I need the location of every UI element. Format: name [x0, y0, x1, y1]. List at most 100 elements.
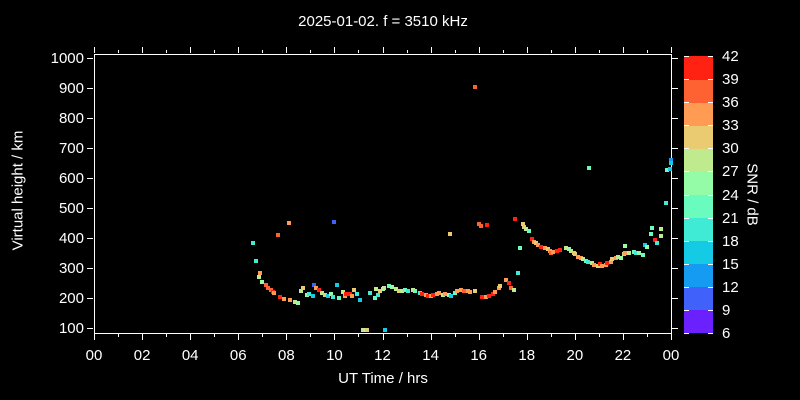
x-tick [454, 334, 456, 337]
colorbar-tick [708, 263, 713, 265]
x-tick [190, 47, 192, 53]
data-point [260, 279, 265, 284]
colorbar-tick-label: 36 [722, 94, 739, 112]
data-point [473, 84, 478, 89]
data-point [547, 248, 552, 253]
data-point [595, 263, 600, 268]
x-tick [598, 50, 600, 53]
data-point [465, 289, 470, 294]
data-point [286, 221, 291, 225]
data-point [542, 245, 547, 250]
data-point [572, 251, 577, 256]
y-tick [87, 88, 93, 89]
data-point [473, 289, 478, 294]
data-point [430, 293, 435, 297]
x-axis-label: UT Time / hrs [338, 370, 428, 387]
data-point [623, 251, 628, 255]
x-tick [238, 47, 240, 53]
data-point [527, 229, 532, 234]
data-point [412, 289, 417, 294]
x-tick [382, 334, 384, 340]
data-point [636, 251, 641, 255]
data-point [523, 227, 528, 231]
y-tick [87, 268, 93, 269]
colorbar-tick [708, 148, 713, 150]
data-point [382, 327, 387, 332]
data-point [268, 287, 273, 292]
data-point [375, 293, 380, 297]
x-tick [358, 334, 360, 337]
x-tick [118, 50, 120, 53]
x-tick [358, 50, 360, 53]
colorbar-segment [684, 194, 713, 219]
colorbar-tick [684, 309, 689, 311]
data-point [610, 257, 615, 261]
data-point [644, 245, 649, 249]
data-point [654, 241, 659, 246]
colorbar-tick-label: 24 [722, 186, 739, 204]
data-point [522, 224, 527, 229]
data-point [468, 290, 473, 294]
data-point [616, 254, 621, 259]
data-point [554, 248, 559, 253]
data-point [529, 236, 534, 241]
data-point [292, 299, 297, 304]
x-tick [286, 334, 288, 340]
x-tick-label: 08 [277, 347, 295, 364]
data-point [531, 239, 536, 244]
data-point [403, 287, 408, 292]
y-tick [87, 328, 93, 329]
x-tick [550, 50, 552, 53]
data-point [604, 263, 609, 267]
data-point [326, 293, 331, 298]
colorbar-tick [708, 333, 713, 334]
data-point [509, 286, 514, 291]
colorbar-tick-label: 12 [722, 278, 739, 296]
data-point [364, 327, 369, 332]
data-point [426, 293, 431, 298]
colorbar-tick-label: 27 [722, 163, 739, 181]
data-point [566, 247, 571, 252]
x-tick [502, 334, 504, 337]
data-point [340, 290, 345, 294]
colorbar-segment [684, 217, 713, 242]
x-tick [598, 334, 600, 337]
x-tick [526, 334, 528, 340]
x-tick [646, 50, 648, 53]
x-tick [190, 334, 192, 340]
data-point [664, 200, 669, 205]
plot-area [94, 54, 672, 334]
y-tick [87, 148, 93, 149]
colorbar-label: SNR / dB [743, 163, 761, 226]
y-tick [672, 328, 678, 329]
data-point [483, 295, 488, 300]
colorbar-tick [684, 148, 689, 150]
plot-title: 2025-01-02. f = 3510 kHz [298, 13, 468, 30]
y-tick [672, 268, 678, 269]
colorbar-tick-label: 9 [722, 301, 731, 319]
data-point [539, 245, 544, 249]
data-point [512, 217, 517, 222]
data-point [648, 232, 653, 237]
x-tick [214, 334, 216, 337]
data-point [487, 293, 492, 298]
y-tick-label: 100 [58, 320, 84, 337]
x-tick [214, 50, 216, 53]
data-point [446, 293, 451, 297]
data-point [368, 290, 373, 295]
x-tick-label: 22 [614, 347, 632, 364]
data-point [266, 286, 271, 291]
y-tick [672, 88, 678, 89]
data-point [613, 256, 618, 261]
colorbar-tick-label: 15 [722, 255, 739, 273]
x-tick-label: 00 [662, 347, 680, 364]
data-point [275, 233, 280, 237]
data-point [314, 286, 319, 291]
data-point [485, 223, 490, 228]
data-point [337, 296, 342, 300]
data-point [521, 221, 526, 226]
colorbar-tick [684, 286, 689, 288]
x-tick-label: 20 [566, 347, 584, 364]
data-point [653, 238, 658, 243]
x-tick [646, 334, 648, 337]
